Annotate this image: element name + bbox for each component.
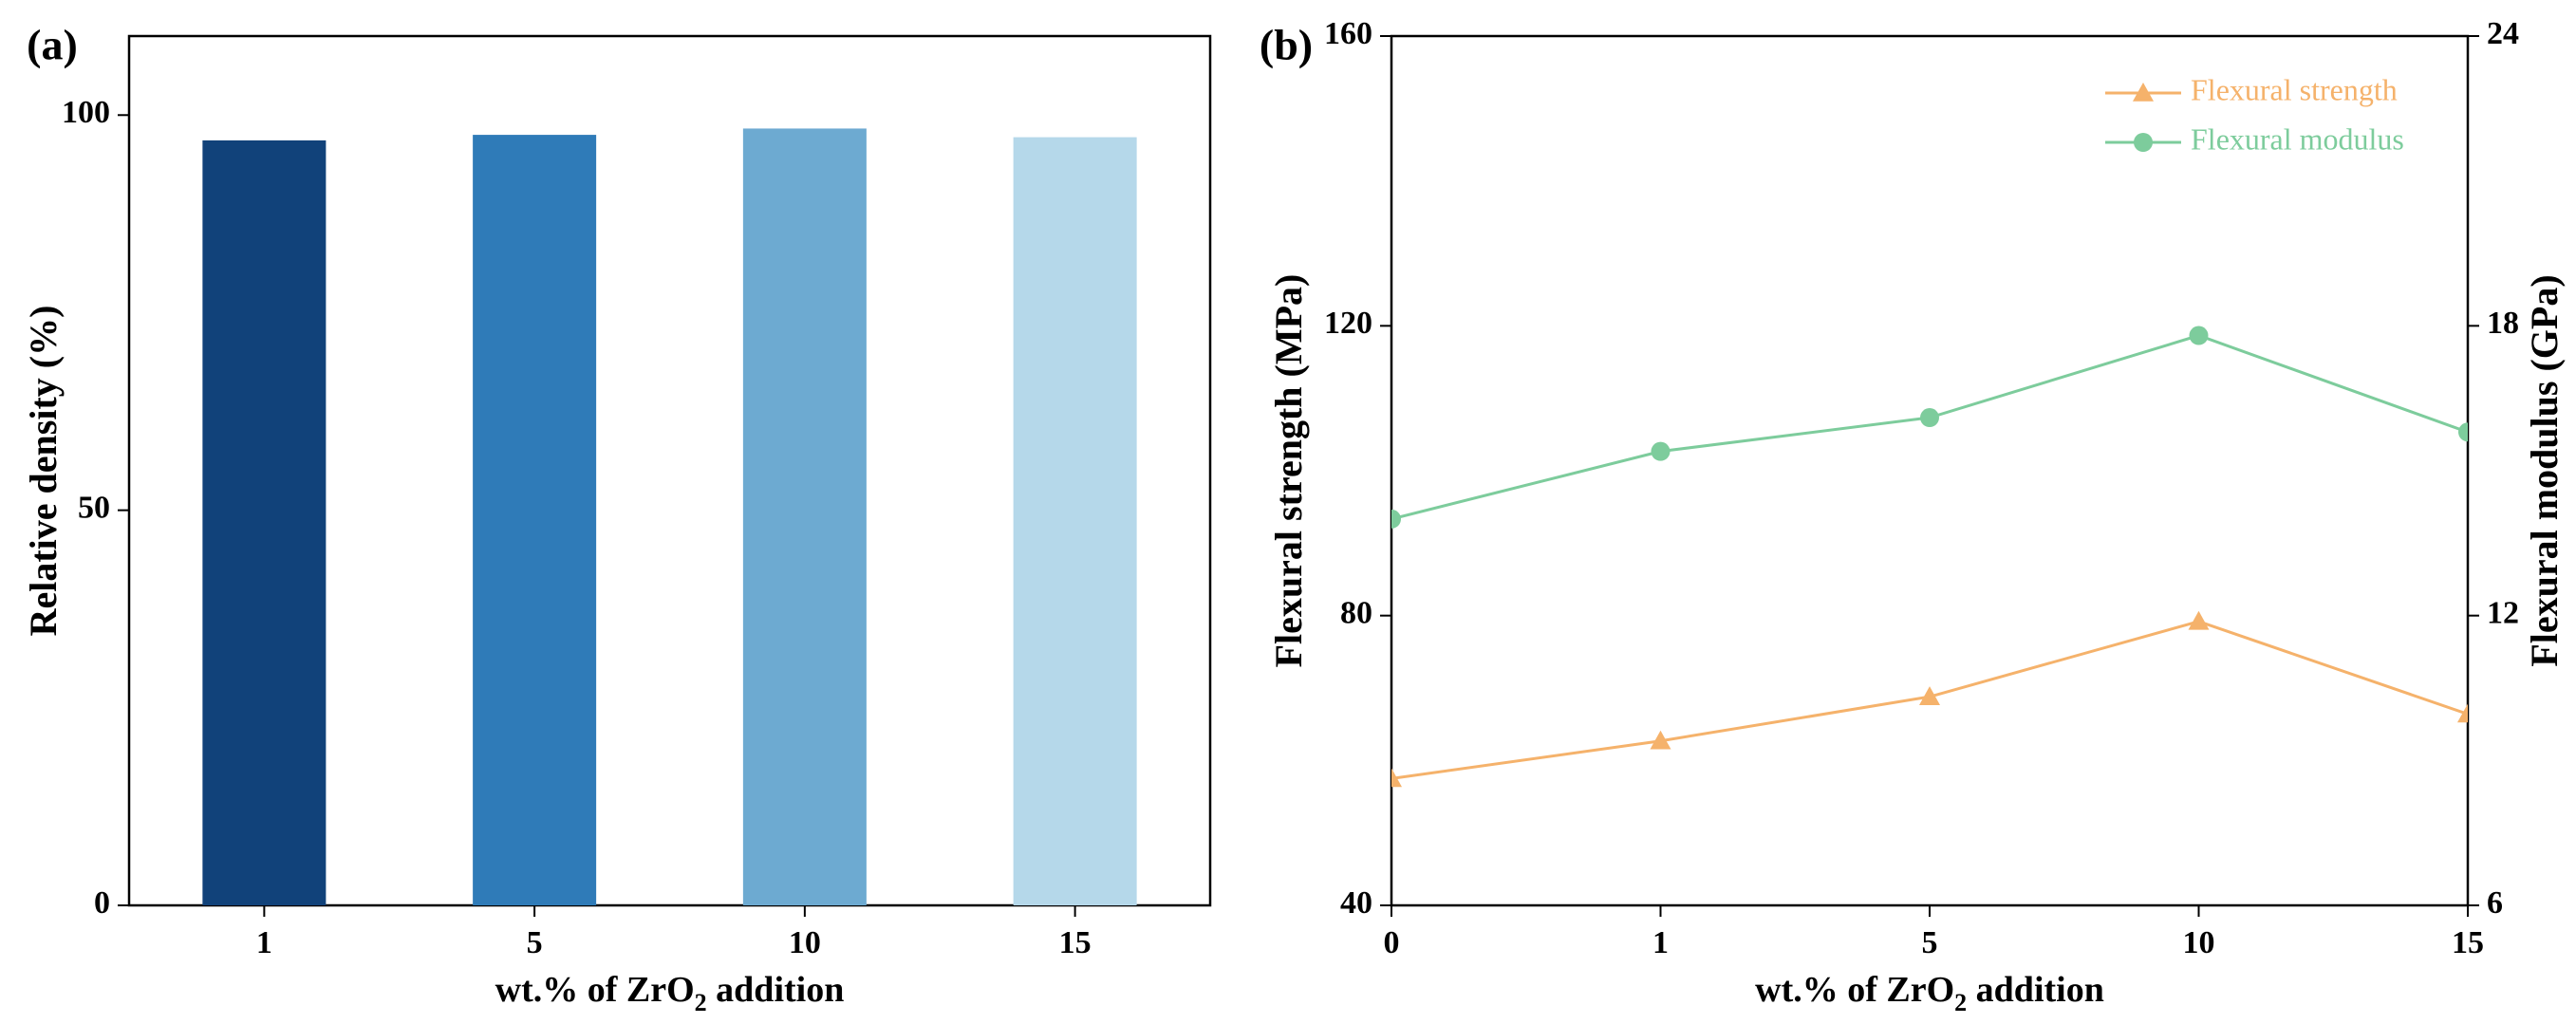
point-flexural-modulus-0 — [1391, 509, 1401, 529]
point-flexural-strength-10 — [2188, 610, 2210, 630]
x-tick-label-b-1: 1 — [1652, 925, 1669, 960]
bar-1 — [202, 140, 327, 906]
point-flexural-modulus-5 — [1920, 408, 1939, 428]
x-tick-label-a-5: 5 — [527, 925, 543, 960]
point-flexural-strength-5 — [1919, 686, 1940, 705]
legend-marker-flexural-modulus — [2134, 133, 2153, 152]
y-tick-label-right-12: 12 — [2487, 595, 2519, 630]
x-tick-label-a-10: 10 — [789, 925, 821, 960]
bar-10 — [742, 128, 867, 906]
x-axis-label-b: wt.% of ZrO2 addition — [1755, 970, 2104, 1016]
series-line-flexural-modulus — [1391, 333, 2468, 521]
bar-15 — [1013, 137, 1137, 905]
x-tick-label-b-15: 15 — [2452, 925, 2484, 960]
panel-a-label: (a) — [27, 21, 78, 69]
panel-a-frame — [127, 34, 1212, 907]
y-tick-label-left-80: 80 — [1340, 595, 1372, 630]
x-tick-label-b-10: 10 — [2183, 925, 2215, 960]
x-tick-label-a-15: 15 — [1059, 925, 1092, 960]
x-tick-label-b-0: 0 — [1384, 925, 1400, 960]
y-tick-label-left-160: 160 — [1324, 16, 1372, 51]
bar-5 — [473, 135, 597, 905]
panel-b-frame — [1390, 34, 2470, 907]
panel-b-label: (b) — [1260, 21, 1313, 69]
plot-area-b — [1391, 326, 2468, 788]
y-axis-label-right: Flexural modulus (GPa) — [2523, 274, 2566, 666]
y-axis-label-left: Flexural strength (MPa) — [1267, 274, 1310, 668]
legend-label-flexural-strength: Flexural strength — [2191, 72, 2398, 106]
point-flexural-strength-0 — [1391, 768, 1402, 788]
y-tick-label-left-120: 120 — [1324, 306, 1372, 341]
y-tick-label-right-6: 6 — [2487, 885, 2503, 921]
y-tick-label-right-24: 24 — [2487, 16, 2519, 51]
x-tick-label-b-5: 5 — [1922, 925, 1938, 960]
point-flexural-strength-15 — [2457, 703, 2468, 723]
y-tick-label-right-18: 18 — [2487, 306, 2519, 341]
point-flexural-modulus-1 — [1651, 441, 1671, 461]
y-tick-label-a-0: 0 — [94, 885, 110, 921]
x-axis-label-a: wt.% of ZrO2 addition — [495, 970, 845, 1016]
point-flexural-modulus-15 — [2458, 422, 2468, 442]
y-axis-label-a: Relative density (%) — [22, 306, 65, 637]
legend-marker-flexural-strength — [2133, 83, 2154, 102]
y-tick-label-a-100: 100 — [62, 95, 110, 130]
legend-label-flexural-modulus: Flexural modulus — [2191, 121, 2404, 156]
x-tick-label-a-1: 1 — [256, 925, 272, 960]
point-flexural-modulus-10 — [2189, 326, 2209, 345]
point-flexural-strength-1 — [1650, 730, 1671, 750]
y-tick-label-left-40: 40 — [1340, 885, 1372, 921]
y-tick-label-a-50: 50 — [78, 490, 110, 525]
